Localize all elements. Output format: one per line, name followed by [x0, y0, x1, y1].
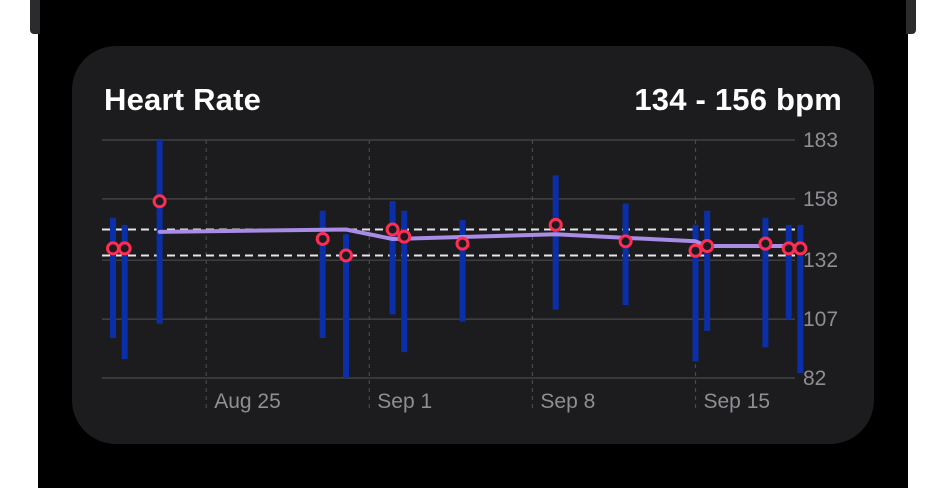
y-tick-label: 82	[803, 367, 826, 390]
card-title: Heart Rate	[104, 82, 262, 117]
data-point[interactable]	[793, 241, 808, 256]
y-tick-label: 132	[803, 249, 838, 272]
side-button-left	[30, 0, 40, 34]
data-point[interactable]	[106, 241, 120, 256]
heart-rate-range: 134 - 156 bpm	[634, 82, 842, 117]
data-point[interactable]	[758, 236, 773, 251]
y-tick-label: 107	[803, 308, 838, 331]
data-point[interactable]	[688, 243, 703, 258]
data-point[interactable]	[385, 222, 400, 237]
x-tick-label: Aug 25	[214, 390, 281, 413]
x-tick-label: Sep 1	[377, 390, 432, 413]
y-tick-label: 183	[803, 129, 838, 152]
data-point[interactable]	[315, 231, 330, 246]
x-tick-label: Sep 8	[540, 390, 595, 413]
data-point[interactable]	[117, 241, 132, 256]
data-point[interactable]	[618, 234, 633, 249]
data-point[interactable]	[781, 241, 796, 256]
data-point[interactable]	[455, 236, 470, 251]
data-point[interactable]	[152, 194, 167, 209]
side-button-right	[906, 0, 916, 34]
x-tick-label: Sep 15	[704, 390, 771, 413]
y-tick-label: 158	[803, 188, 838, 211]
data-point[interactable]	[339, 248, 353, 263]
data-point[interactable]	[397, 229, 412, 244]
data-point[interactable]	[548, 217, 563, 232]
data-point[interactable]	[700, 239, 715, 254]
